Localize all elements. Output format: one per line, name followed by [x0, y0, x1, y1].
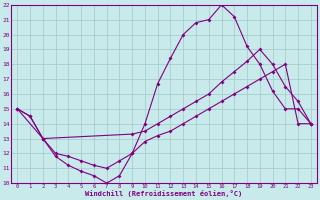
X-axis label: Windchill (Refroidissement éolien,°C): Windchill (Refroidissement éolien,°C) [85, 190, 243, 197]
